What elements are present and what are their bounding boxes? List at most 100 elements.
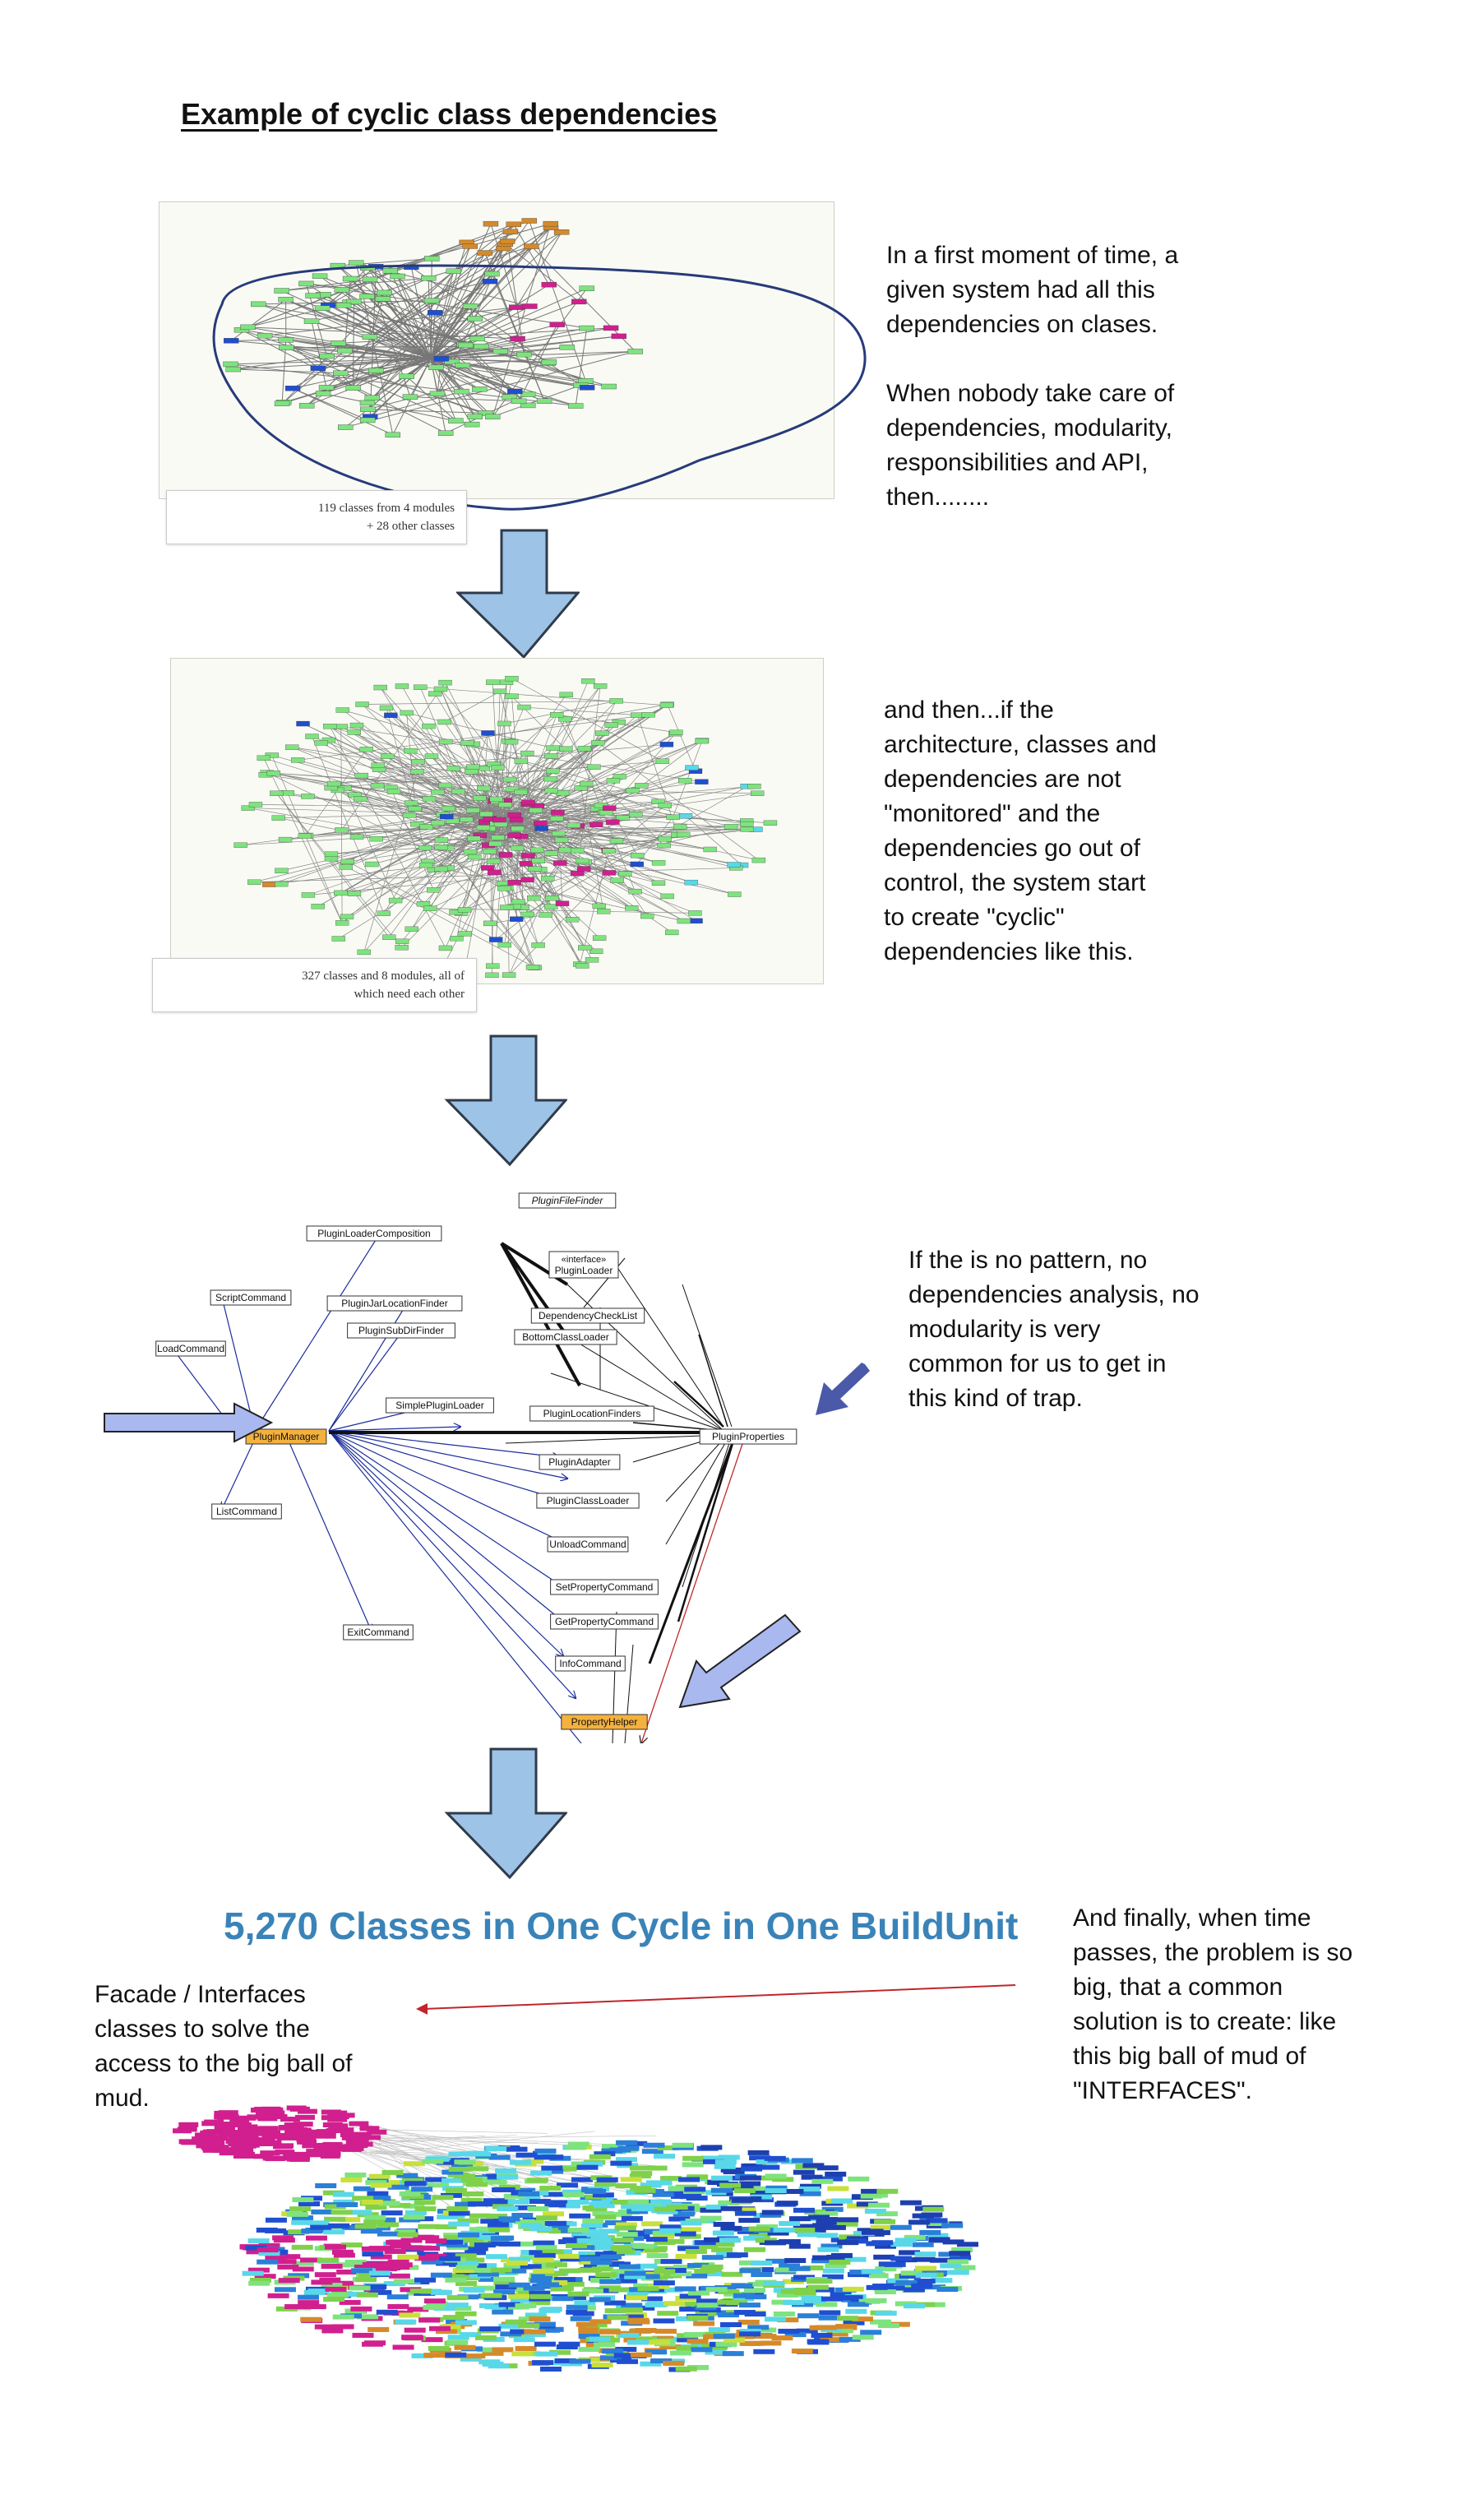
class-node — [275, 2259, 297, 2265]
note-1-line: given system had all this — [886, 276, 1155, 303]
graph-2-edge — [330, 726, 490, 852]
interface-node — [227, 2130, 247, 2136]
class-node — [246, 2249, 268, 2255]
class-node — [515, 2302, 537, 2308]
uml-node-property-helper: PropertyHelper — [561, 1714, 648, 1730]
class-node — [627, 2199, 650, 2205]
graph-1-node — [601, 383, 617, 390]
class-node — [636, 2336, 658, 2342]
class-node — [426, 2301, 448, 2307]
class-node — [482, 2350, 504, 2356]
class-node — [950, 2255, 972, 2261]
graph-1-node — [499, 238, 515, 244]
class-node — [876, 2188, 899, 2194]
class-node — [352, 2332, 374, 2338]
class-node — [680, 2220, 702, 2226]
interface-node — [214, 2110, 234, 2116]
graph-2-edge — [527, 879, 583, 966]
class-node — [485, 2145, 507, 2151]
graph-2-edge — [685, 816, 742, 866]
class-node — [594, 2252, 617, 2257]
class-node — [957, 2242, 979, 2247]
class-node — [914, 2252, 936, 2257]
class-node — [668, 2186, 691, 2191]
class-node — [631, 2171, 653, 2177]
graph-1-edge — [430, 358, 520, 402]
class-node — [654, 2265, 676, 2271]
graph-2-node — [517, 704, 531, 710]
class-node — [875, 2266, 897, 2272]
graph-2-node — [703, 846, 717, 853]
graph-2-edge — [278, 817, 494, 862]
class-node — [640, 2296, 663, 2302]
graph-2-node — [629, 812, 643, 817]
class-node — [529, 2250, 551, 2256]
graph-1-node — [333, 370, 349, 376]
class-node — [430, 2272, 452, 2278]
class-node — [654, 2206, 676, 2212]
class-node — [460, 2332, 482, 2338]
graph-1-node — [423, 298, 440, 303]
class-node — [543, 2211, 565, 2217]
class-node — [400, 2238, 423, 2243]
interface-node — [254, 2106, 275, 2112]
class-node — [617, 2333, 640, 2339]
graph-2-edge — [516, 818, 557, 849]
class-node — [761, 2210, 784, 2215]
mud-edge — [381, 2129, 516, 2148]
graph-1-node — [464, 421, 480, 428]
class-node — [467, 2150, 489, 2156]
uml-node-plugin-location-finders: PluginLocationFinders — [529, 1405, 654, 1422]
class-node — [445, 2352, 467, 2358]
class-node — [743, 2235, 765, 2241]
class-node — [931, 2278, 953, 2284]
class-node — [558, 2239, 580, 2245]
class-node — [299, 2257, 321, 2263]
interface-node — [237, 2126, 257, 2131]
class-node — [377, 2222, 400, 2228]
class-node — [942, 2239, 964, 2245]
class-node — [940, 2263, 962, 2269]
class-node — [430, 2289, 452, 2295]
class-node — [703, 2237, 725, 2242]
class-node — [499, 2241, 521, 2247]
graph-2-edge — [445, 682, 513, 816]
class-node — [443, 2235, 465, 2241]
graph-2-node — [437, 719, 451, 725]
class-node — [594, 2151, 616, 2157]
class-node — [357, 2292, 379, 2298]
graph-1-node — [484, 271, 500, 277]
class-node — [529, 2199, 551, 2205]
graph-2-edge — [386, 707, 428, 862]
note-2-line: dependencies like this. — [884, 938, 1134, 965]
class-node — [687, 2339, 709, 2344]
class-node — [675, 2316, 697, 2321]
graph-2-edge — [334, 783, 613, 823]
graph-2-edge — [502, 837, 648, 917]
graph-1-edge — [286, 347, 437, 368]
class-node — [534, 2148, 557, 2154]
graph-1-edge — [430, 231, 562, 359]
class-node — [793, 2227, 816, 2233]
graph-2-edge — [499, 815, 583, 966]
class-node — [336, 2269, 358, 2275]
class-node — [650, 2199, 672, 2205]
class-node — [326, 2292, 349, 2298]
class-node — [414, 2277, 437, 2283]
graph-2-edge — [345, 748, 566, 868]
graph-1-node — [385, 432, 401, 438]
class-node — [663, 2191, 686, 2196]
class-node — [831, 2328, 853, 2334]
uml-node-exit-command: ExitCommand — [343, 1624, 414, 1641]
class-node — [567, 2141, 589, 2147]
note-1-line — [886, 342, 1215, 377]
graph-1-node — [223, 361, 238, 368]
mud-edge — [345, 2132, 673, 2202]
class-node — [636, 2263, 658, 2269]
class-node — [718, 2154, 740, 2160]
class-node — [837, 2240, 859, 2246]
graph-2-node — [577, 866, 591, 872]
class-node — [747, 2325, 770, 2330]
graph-1-node — [424, 256, 440, 261]
class-node — [354, 2224, 377, 2229]
